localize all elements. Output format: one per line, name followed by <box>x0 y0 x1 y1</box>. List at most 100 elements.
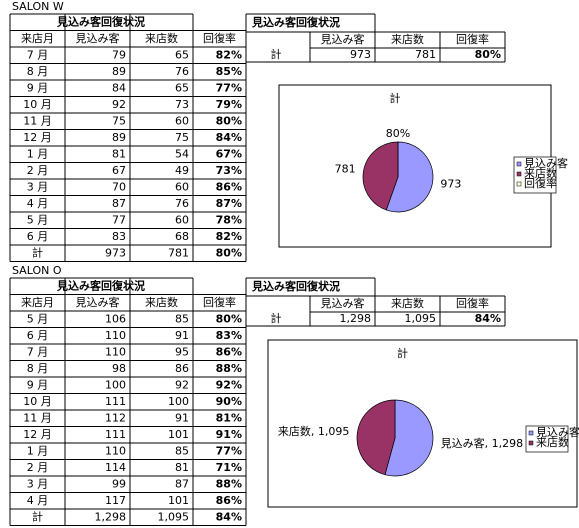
data-label: 80% <box>386 127 410 140</box>
cell: 106 <box>105 312 126 325</box>
cell: 81% <box>216 411 242 424</box>
cell: 84% <box>216 131 242 144</box>
cell: 5 月 <box>27 312 49 325</box>
cell: 100 <box>168 395 189 408</box>
cell: 92 <box>112 98 126 111</box>
cell: 4 月 <box>27 197 49 210</box>
column-header: 見込み客 <box>76 31 120 45</box>
cell: 781 <box>168 246 189 259</box>
legend-swatch <box>516 161 522 167</box>
data-label: 973 <box>440 177 461 190</box>
legend-label: 回復率 <box>524 176 557 190</box>
cell: 9 月 <box>27 378 49 391</box>
cell: 86 <box>175 362 189 375</box>
legend-swatch <box>516 171 522 177</box>
cell: 89 <box>112 65 126 78</box>
cell: 10 月 <box>23 98 52 111</box>
cell: 1,095 <box>158 510 190 523</box>
cell: 77 <box>112 213 126 226</box>
cell: 計 <box>32 245 43 259</box>
cell: 67% <box>216 147 242 160</box>
cell: 3 月 <box>27 180 49 193</box>
cell: 110 <box>105 345 126 358</box>
table-title: 見込み客回復状況 <box>56 278 145 292</box>
table-title: 見込み客回復状況 <box>56 14 145 28</box>
data-label: 781 <box>335 163 356 176</box>
chart-title: 計 <box>397 346 408 360</box>
cell: 計 <box>32 509 43 523</box>
cell: 101 <box>168 428 189 441</box>
cell: 2 月 <box>27 461 49 474</box>
cell: 85% <box>216 65 242 78</box>
cell: 86% <box>216 180 242 193</box>
cell: 83 <box>112 230 126 243</box>
legend <box>525 425 569 453</box>
cell: 80% <box>475 48 501 61</box>
cell: 77% <box>216 81 242 94</box>
column-header: 回復率 <box>456 32 489 46</box>
legend-label: 見込み客 <box>536 425 579 439</box>
legend-swatch <box>528 430 534 436</box>
cell: 110 <box>105 329 126 342</box>
cell: 76 <box>175 65 189 78</box>
cell: 計 <box>271 311 282 325</box>
data-label: 見込み客, 1,298 <box>441 436 523 450</box>
cell: 92% <box>216 378 242 391</box>
cell: 12 月 <box>23 428 52 441</box>
cell: 60 <box>175 114 189 127</box>
cell: 973 <box>105 246 126 259</box>
cell: 84% <box>216 510 242 523</box>
column-header: 来店数 <box>391 32 424 46</box>
cell: 68 <box>175 230 189 243</box>
column-header: 来店数 <box>145 31 178 45</box>
pie-slice <box>356 399 396 476</box>
cell: 973 <box>350 48 371 61</box>
cell: 79 <box>112 48 126 61</box>
cell: 95 <box>175 345 189 358</box>
column-header: 見込み客 <box>321 32 365 46</box>
cell: 84% <box>475 312 501 325</box>
cell: 3 月 <box>27 477 49 490</box>
cell: 85 <box>175 444 189 457</box>
legend-swatch <box>528 440 534 446</box>
pie-slice <box>362 141 399 211</box>
cell: 5 月 <box>27 213 49 226</box>
cell: 85 <box>175 312 189 325</box>
sheet-name: SALON O <box>12 264 62 277</box>
column-header: 回復率 <box>203 295 236 309</box>
cell: 101 <box>168 494 189 507</box>
column-header: 回復率 <box>203 31 236 45</box>
cell: 81 <box>112 147 126 160</box>
cell: 73 <box>175 98 189 111</box>
cell: 8 月 <box>27 362 49 375</box>
column-header: 回復率 <box>456 296 489 310</box>
chart-title: 計 <box>390 91 401 105</box>
cell: 1 月 <box>27 444 49 457</box>
cell: 82% <box>216 230 242 243</box>
cell: 87 <box>175 477 189 490</box>
cell: 65 <box>175 48 189 61</box>
cell: 89 <box>112 131 126 144</box>
cell: 73% <box>216 164 242 177</box>
column-header: 見込み客 <box>76 295 120 309</box>
column-header: 来店数 <box>391 296 424 310</box>
cell: 1,298 <box>340 312 372 325</box>
cell: 7 月 <box>27 48 49 61</box>
cell: 49 <box>175 164 189 177</box>
cell: 111 <box>105 395 126 408</box>
cell: 88% <box>216 477 242 490</box>
cell: 1,298 <box>95 510 127 523</box>
cell: 80% <box>216 312 242 325</box>
sheet-name: SALON W <box>12 0 64 13</box>
pie-slice <box>385 141 434 213</box>
cell: 99 <box>112 477 126 490</box>
cell: 117 <box>105 494 126 507</box>
legend-swatch <box>516 181 522 187</box>
cell: 10 月 <box>23 395 52 408</box>
cell: 79% <box>216 98 242 111</box>
cell: 86% <box>216 494 242 507</box>
cell: 81 <box>175 461 189 474</box>
cell: 76 <box>175 197 189 210</box>
legend-label: 見込み客 <box>524 156 568 170</box>
